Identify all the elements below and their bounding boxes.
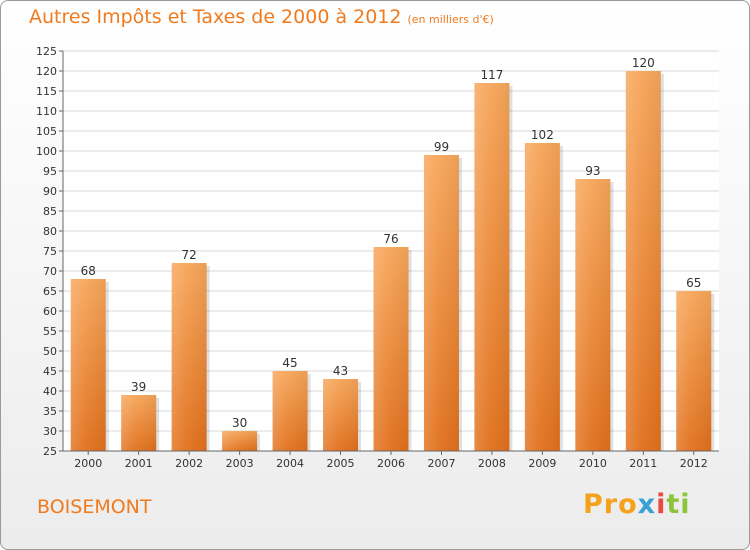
bar-shine	[121, 395, 157, 451]
x-tick-label: 2012	[680, 457, 708, 470]
y-tick-label: 110	[36, 105, 57, 118]
value-label: 117	[480, 68, 503, 82]
bar-shine	[524, 143, 560, 451]
bar-shine	[625, 71, 661, 451]
value-label: 68	[81, 264, 96, 278]
bar-2004	[272, 371, 311, 451]
y-tick-label: 35	[43, 405, 57, 418]
x-tick-label: 2005	[327, 457, 355, 470]
value-label: 45	[282, 356, 297, 370]
x-tick-label: 2011	[629, 457, 657, 470]
x-tick-label: 2001	[125, 457, 153, 470]
y-tick-label: 120	[36, 65, 57, 78]
bar-2007	[423, 155, 462, 451]
value-label: 76	[383, 232, 398, 246]
y-tick-label: 45	[43, 365, 57, 378]
value-label: 65	[686, 276, 701, 290]
y-tick-label: 50	[43, 345, 57, 358]
value-labels: 68 39 72 30 45 43 76 99 117 102 93 120 65	[81, 56, 702, 430]
x-tick-label: 2009	[528, 457, 556, 470]
bar-shine	[423, 155, 459, 451]
y-tick-label: 25	[43, 445, 57, 458]
x-tick-label: 2010	[579, 457, 607, 470]
y-tick-label: 125	[36, 45, 57, 58]
y-tick-label: 115	[36, 85, 57, 98]
bar-2001	[121, 395, 160, 451]
value-label: 120	[632, 56, 655, 70]
bar-2000	[70, 279, 109, 451]
chart-title-text: Autres Impôts et Taxes de 2000 à 2012	[29, 6, 402, 28]
y-tick-label: 100	[36, 145, 57, 158]
y-tick-label: 85	[43, 205, 57, 218]
value-label: 39	[131, 380, 146, 394]
y-tick-label: 90	[43, 185, 57, 198]
x-tick-label: 2003	[226, 457, 254, 470]
bar-shine	[222, 431, 258, 451]
x-axis-ticks: 2000 2001 2002 2003 2004 2005 2006 2007 2008 2009…	[74, 451, 708, 470]
chart-title: Autres Impôts et Taxes de 2000 à 2012 (en…	[29, 6, 494, 28]
y-tick-label: 30	[43, 425, 57, 438]
y-tick-label: 70	[43, 265, 57, 278]
y-axis-ticks: 25 30 35 40 45 50 55 60 65 70 75 80 85 90 95 100 105 110 1…	[36, 45, 63, 458]
y-tick-label: 55	[43, 325, 57, 338]
value-label: 30	[232, 416, 247, 430]
value-label: 102	[531, 128, 554, 142]
value-label: 99	[434, 140, 449, 154]
proxiti-logo: Proxiti	[583, 489, 691, 520]
bar-2008	[474, 83, 513, 451]
bars	[70, 71, 715, 451]
bar-2003	[222, 431, 261, 451]
value-label: 72	[182, 248, 197, 262]
bar-shine	[676, 291, 712, 451]
bar-2005	[323, 379, 362, 451]
chart-subtitle: (en milliers d'€)	[407, 13, 494, 26]
value-label: 43	[333, 364, 348, 378]
bar-2002	[171, 263, 210, 451]
x-tick-label: 2004	[276, 457, 304, 470]
value-label: 93	[585, 164, 600, 178]
bar-shine	[171, 263, 207, 451]
x-tick-label: 2002	[175, 457, 203, 470]
bar-shine	[373, 247, 409, 451]
x-tick-label: 2008	[478, 457, 506, 470]
bar-2006	[373, 247, 412, 451]
y-tick-label: 95	[43, 165, 57, 178]
bar-shine	[70, 279, 106, 451]
bar-2010	[575, 179, 614, 451]
x-tick-label: 2000	[74, 457, 102, 470]
bar-shine	[272, 371, 308, 451]
bar-shine	[323, 379, 359, 451]
y-tick-label: 40	[43, 385, 57, 398]
bar-2009	[524, 143, 563, 451]
x-tick-label: 2007	[427, 457, 455, 470]
bar-2012	[676, 291, 715, 451]
y-tick-label: 80	[43, 225, 57, 238]
y-tick-label: 60	[43, 305, 57, 318]
commune-name: BOISEMONT	[37, 496, 152, 518]
x-tick-label: 2006	[377, 457, 405, 470]
bar-2011	[625, 71, 664, 451]
y-tick-label: 75	[43, 245, 57, 258]
y-tick-label: 105	[36, 125, 57, 138]
bar-shine	[575, 179, 611, 451]
y-tick-label: 65	[43, 285, 57, 298]
bar-shine	[474, 83, 510, 451]
